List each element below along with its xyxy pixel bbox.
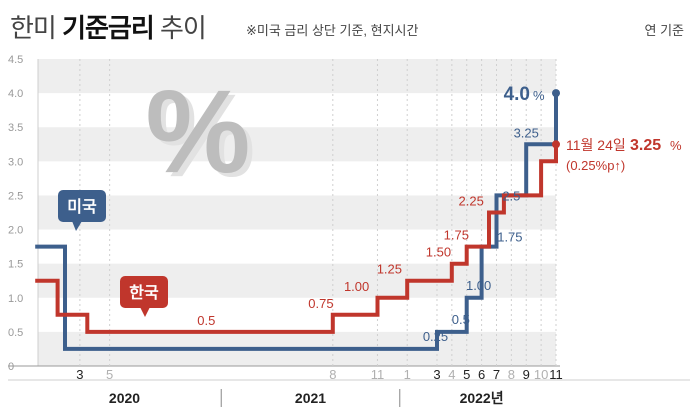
step-value-label: 0.75 [308, 296, 333, 311]
us-end-suffix: % [533, 88, 545, 103]
kr-legend-tag [120, 276, 168, 308]
step-value-label: 1.75 [444, 228, 469, 243]
step-value-label: 0.5 [452, 312, 470, 327]
x-tick-label: 7 [493, 367, 500, 382]
x-tick-label: 8 [329, 367, 336, 382]
y-tick-label: 3.0 [8, 156, 23, 168]
step-value-label: 0.25 [423, 329, 448, 344]
us-legend-tag-pointer [72, 221, 82, 231]
unit-label: 연 기준 [644, 23, 685, 38]
x-tick-label: 10 [534, 367, 548, 382]
step-value-label: 1.25 [377, 262, 402, 277]
kr-rate-line [35, 144, 558, 334]
x-tick-label: 9 [523, 367, 530, 382]
kr-end-suffix: % [670, 138, 682, 153]
us-end-dot [552, 89, 560, 98]
y-tick-label: 1.5 [8, 259, 23, 271]
kr-legend-tag-pointer [140, 307, 150, 317]
y-tick-label: 4.5 [8, 54, 23, 66]
x-tick-label: 3 [76, 367, 83, 382]
kr-legend-label: 한국 [129, 283, 159, 302]
step-value-label: 1.75 [497, 230, 522, 245]
kr-change-label: (0.25%p↑) [566, 158, 625, 173]
grid-band [38, 127, 556, 162]
y-tick-label: 1.0 [8, 293, 23, 305]
y-tick-label: 4.0 [8, 88, 23, 100]
page-title: 한미 기준금리 추이 [10, 13, 207, 43]
x-tick-label: 1 [404, 367, 411, 382]
y-tick-label: 0 [8, 361, 14, 373]
x-tick-label: 11 [549, 367, 563, 382]
step-value-label: 2.25 [459, 194, 484, 209]
y-tick-label: 2.0 [8, 225, 23, 237]
us-legend-label: 미국 [67, 198, 97, 216]
y-tick-label: 0.5 [8, 327, 23, 339]
us-legend-tag [58, 190, 106, 222]
y-tick-label: 3.5 [8, 122, 23, 134]
x-tick-label: 3 [433, 367, 440, 382]
step-value-label: 2.5 [502, 188, 520, 203]
year-label: 2022년 [460, 390, 504, 406]
year-label: 2020 [109, 390, 140, 406]
x-tick-label: 5 [463, 367, 470, 382]
percent-symbol-icon: % [146, 66, 251, 198]
grid-band [38, 59, 556, 94]
year-label: 2021 [295, 390, 326, 406]
kr-end-date: 11월 24일 [566, 137, 626, 153]
step-value-label: 1.50 [426, 245, 451, 260]
kr-end-dot [552, 140, 560, 149]
percent-watermark: % [151, 70, 256, 202]
step-value-label: 3.25 [514, 125, 539, 140]
x-tick-label: 6 [478, 367, 485, 382]
x-tick-label: 5 [106, 367, 113, 382]
grid-band [38, 195, 556, 230]
x-tick-label: 11 [371, 367, 385, 382]
step-value-label: 1.00 [466, 278, 491, 293]
us-rate-line [35, 93, 558, 351]
y-tick-label: 2.5 [8, 190, 23, 202]
step-value-label: 1.00 [344, 279, 369, 294]
x-tick-label: 4 [448, 367, 455, 382]
kr-end-value: 3.25 [630, 137, 661, 154]
subtitle-note: ※미국 금리 상단 기준, 현지시간 [246, 23, 419, 38]
us-end-value: 4.0 [504, 84, 530, 105]
x-tick-label: 8 [508, 367, 515, 382]
step-value-label: 0.5 [197, 313, 215, 328]
